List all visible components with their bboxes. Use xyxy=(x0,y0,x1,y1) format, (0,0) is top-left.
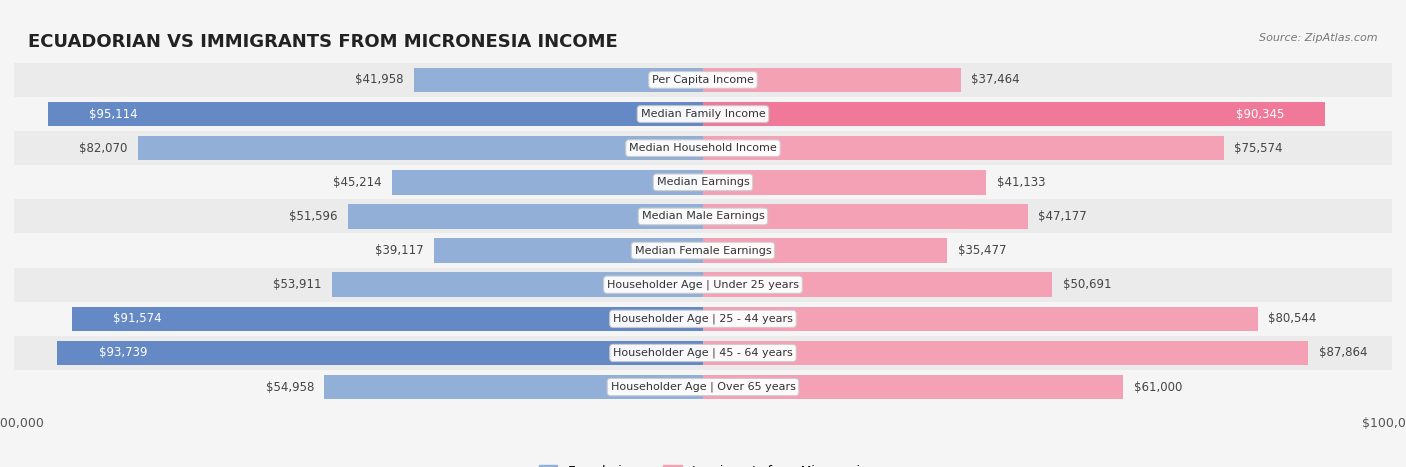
Bar xyxy=(325,375,703,399)
Text: $54,958: $54,958 xyxy=(266,381,314,394)
Text: $41,133: $41,133 xyxy=(997,176,1045,189)
Text: Source: ZipAtlas.com: Source: ZipAtlas.com xyxy=(1260,33,1378,42)
Bar xyxy=(703,136,1223,161)
Text: Per Capita Income: Per Capita Income xyxy=(652,75,754,85)
Text: Householder Age | Over 65 years: Householder Age | Over 65 years xyxy=(610,382,796,392)
Text: $35,477: $35,477 xyxy=(957,244,1007,257)
Text: $39,117: $39,117 xyxy=(374,244,423,257)
Text: $95,114: $95,114 xyxy=(89,107,138,120)
Legend: Ecuadorian, Immigrants from Micronesia: Ecuadorian, Immigrants from Micronesia xyxy=(534,460,872,467)
Bar xyxy=(703,306,1258,331)
Text: $75,574: $75,574 xyxy=(1234,142,1282,155)
Bar xyxy=(703,102,1326,127)
Text: $90,345: $90,345 xyxy=(1236,107,1284,120)
Text: Median Household Income: Median Household Income xyxy=(628,143,778,153)
Bar xyxy=(58,340,703,365)
Text: $80,544: $80,544 xyxy=(1268,312,1316,325)
Text: $37,464: $37,464 xyxy=(972,73,1021,86)
Bar xyxy=(703,170,987,195)
Text: Median Earnings: Median Earnings xyxy=(657,177,749,187)
Bar xyxy=(14,370,1392,404)
Bar xyxy=(391,170,703,195)
Text: $47,177: $47,177 xyxy=(1039,210,1087,223)
Text: Householder Age | 25 - 44 years: Householder Age | 25 - 44 years xyxy=(613,313,793,324)
Text: $41,958: $41,958 xyxy=(356,73,404,86)
Bar xyxy=(332,272,703,297)
Text: $93,739: $93,739 xyxy=(98,347,148,360)
Bar xyxy=(433,238,703,263)
Text: $51,596: $51,596 xyxy=(288,210,337,223)
Bar xyxy=(72,306,703,331)
Text: Median Family Income: Median Family Income xyxy=(641,109,765,119)
Bar xyxy=(703,272,1052,297)
Bar xyxy=(703,340,1309,365)
Bar xyxy=(14,302,1392,336)
Bar xyxy=(14,63,1392,97)
Text: $45,214: $45,214 xyxy=(333,176,381,189)
Bar xyxy=(413,68,703,92)
Text: Median Female Earnings: Median Female Earnings xyxy=(634,246,772,255)
Bar xyxy=(703,68,962,92)
Bar xyxy=(703,375,1123,399)
Text: Householder Age | 45 - 64 years: Householder Age | 45 - 64 years xyxy=(613,348,793,358)
Text: $82,070: $82,070 xyxy=(79,142,128,155)
Bar xyxy=(14,268,1392,302)
Bar xyxy=(14,165,1392,199)
Bar xyxy=(14,234,1392,268)
Bar xyxy=(14,97,1392,131)
Text: $53,911: $53,911 xyxy=(273,278,321,291)
Bar xyxy=(138,136,703,161)
Text: $87,864: $87,864 xyxy=(1319,347,1367,360)
Bar xyxy=(703,238,948,263)
Bar xyxy=(347,204,703,229)
Text: Householder Age | Under 25 years: Householder Age | Under 25 years xyxy=(607,279,799,290)
Bar xyxy=(14,336,1392,370)
Bar xyxy=(14,199,1392,234)
Bar xyxy=(48,102,703,127)
Text: $91,574: $91,574 xyxy=(114,312,162,325)
Text: $61,000: $61,000 xyxy=(1133,381,1182,394)
Text: ECUADORIAN VS IMMIGRANTS FROM MICRONESIA INCOME: ECUADORIAN VS IMMIGRANTS FROM MICRONESIA… xyxy=(28,33,617,51)
Text: Median Male Earnings: Median Male Earnings xyxy=(641,212,765,221)
Bar xyxy=(703,204,1028,229)
Bar xyxy=(14,131,1392,165)
Text: $50,691: $50,691 xyxy=(1063,278,1111,291)
